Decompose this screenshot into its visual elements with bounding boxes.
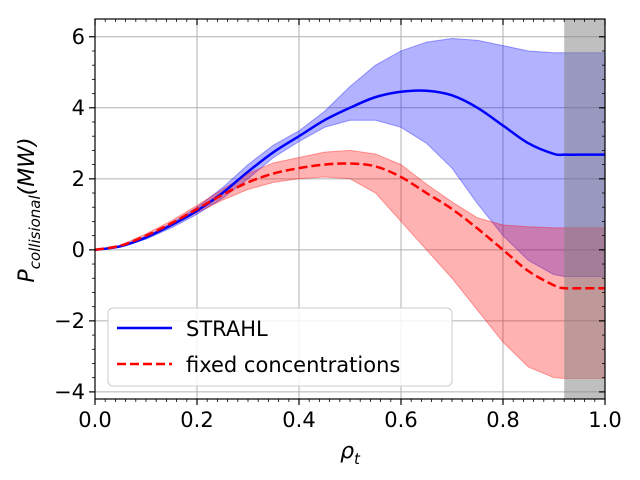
x-tick-label-1: 0.2 [180, 408, 213, 432]
y-tick-label-1: −2 [54, 309, 85, 333]
shaded-region [564, 19, 605, 399]
legend: STRAHL fixed concentrations [107, 307, 453, 387]
x-tick-label-5: 1.0 [588, 408, 621, 432]
x-tick-label-4: 0.8 [486, 408, 519, 432]
y-tick-label-0: −4 [54, 380, 85, 404]
y-tick-label-2: 0 [72, 238, 85, 262]
x-tick-label-2: 0.4 [282, 408, 315, 432]
x-tick-label-3: 0.6 [384, 408, 417, 432]
y-tick-label-4: 4 [72, 96, 85, 120]
y-tick-label-5: 6 [72, 25, 85, 49]
legend-label-fixed-concentrations: fixed concentrations [186, 353, 400, 377]
axis-ticks [89, 19, 606, 405]
y-axis-label: Pcollisional(MW) [15, 137, 44, 282]
x-axis-label: ρt [340, 439, 361, 468]
band-0 [95, 38, 605, 277]
x-tick-label-0: 0.0 [78, 408, 111, 432]
legend-label-strahl: STRAHL [186, 317, 268, 341]
shaded-region-layer [564, 19, 605, 399]
series-line-1 [95, 162, 605, 290]
series-lines [95, 89, 605, 290]
series-line-0 [95, 89, 605, 252]
band-1 [95, 149, 605, 379]
legend-box [107, 307, 453, 387]
uncertainty-bands [95, 38, 605, 379]
tick-labels: 0.0 0.2 0.4 0.6 0.8 1.0 −4 −2 0 2 4 6 [54, 25, 622, 432]
y-tick-label-3: 2 [72, 167, 85, 191]
